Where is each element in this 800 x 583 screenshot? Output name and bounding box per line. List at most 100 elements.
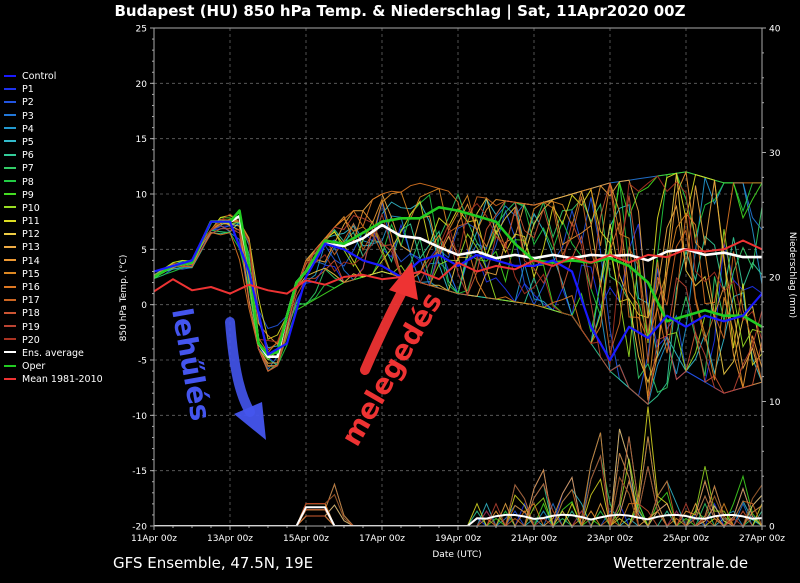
y2-axis-ticks: 0 10 20 30 40 (762, 25, 781, 533)
x-tick-label: 23Apr 00z (587, 534, 633, 544)
warming-arrow (360, 285, 408, 375)
legend-swatch (4, 74, 16, 77)
y-axis-label: 850 hPa Temp. (°C) (119, 255, 129, 342)
precip-line-p17 (154, 479, 762, 526)
y2-tick-label: 20 (769, 274, 781, 284)
cooling-arrow-head (234, 402, 266, 440)
legend-label: Control (22, 71, 57, 82)
member-line-p18 (154, 182, 762, 394)
y-tick-label: 0 (141, 301, 147, 311)
x-tick-label: 13Apr 00z (207, 534, 253, 544)
legend-swatch (4, 298, 16, 301)
y2-tick-label: 30 (769, 149, 781, 159)
y2-tick-label: 40 (769, 25, 781, 35)
legend-swatch (4, 285, 16, 288)
legend-swatch (4, 114, 16, 117)
legend-label: P5 (22, 136, 34, 148)
legend-swatch (4, 364, 16, 367)
y2-tick-label: 10 (769, 398, 781, 408)
y-axis-ticks: -20 -15 -10 -5 0 5 10 15 20 25 (132, 25, 154, 533)
legend-item: P20 (4, 334, 103, 347)
legend-label: P11 (22, 216, 40, 228)
legend-swatch (4, 193, 16, 196)
legend-swatch (4, 245, 16, 248)
legend-item: P2 (4, 96, 103, 109)
legend-swatch (4, 127, 16, 130)
legend-item: Control (4, 70, 103, 83)
legend-item: P10 (4, 202, 103, 215)
precip-line-p15 (154, 432, 762, 526)
chart-title: Budapest (HU) 850 hPa Temp. & Niederschl… (114, 2, 686, 20)
x-tick-label: 19Apr 00z (435, 534, 481, 544)
legend-item: P16 (4, 281, 103, 294)
member-line-p11 (154, 172, 762, 367)
x-tick-label: 11Apr 00z (131, 534, 177, 544)
precipitation-lines (154, 406, 762, 526)
legend-item: P13 (4, 241, 103, 254)
legend-item: P9 (4, 189, 103, 202)
x-tick-label: 15Apr 00z (283, 534, 329, 544)
legend-item: P19 (4, 321, 103, 334)
legend-item: P17 (4, 294, 103, 307)
legend-swatch (4, 259, 16, 262)
legend-item: P6 (4, 149, 103, 162)
legend-label: P6 (22, 150, 34, 162)
precip-line-p11 (154, 406, 762, 526)
x-tick-label: 25Apr 00z (663, 534, 709, 544)
precip-line-p9 (154, 474, 762, 526)
y-tick-label: -20 (132, 523, 147, 533)
precip-line-p13 (154, 476, 762, 526)
legend-label: Mean 1981-2010 (22, 374, 103, 386)
footer-site-name: Wetterzentrale.de (613, 554, 749, 572)
legend-item: P4 (4, 123, 103, 136)
legend-item: P1 (4, 83, 103, 96)
series-line-oper (154, 206, 762, 356)
legend-label: P7 (22, 163, 34, 175)
footer-model-info: GFS Ensemble, 47.5N, 19E (113, 554, 314, 572)
legend-label: P2 (22, 97, 34, 109)
y-tick-label: 5 (141, 246, 147, 256)
legend-label: P14 (22, 255, 40, 267)
cooling-annotation: lehűlés (165, 305, 217, 423)
legend-swatch (4, 206, 16, 209)
y-tick-label: 20 (136, 80, 148, 90)
y-tick-label: 10 (136, 191, 148, 201)
precip-line-ens-average (154, 506, 762, 526)
x-axis-ticks: 11Apr 00z 13Apr 00z 15Apr 00z 17Apr 00z 19Ap… (131, 526, 785, 544)
legend-swatch (4, 311, 16, 314)
legend-item: Mean 1981-2010 (4, 373, 103, 386)
legend-label: P12 (22, 229, 40, 241)
warming-arrow-head (389, 262, 418, 300)
legend-item: P15 (4, 268, 103, 281)
legend-item: P3 (4, 110, 103, 123)
y-tick-label: 15 (136, 135, 147, 145)
legend-item: P12 (4, 228, 103, 241)
y2-axis-label: Niederschlag (mm) (787, 232, 797, 318)
legend-item: P11 (4, 215, 103, 228)
legend-swatch (4, 272, 16, 275)
legend-label: P18 (22, 308, 40, 320)
y2-tick-label: 0 (769, 523, 775, 533)
series-line-control (154, 220, 762, 362)
y-tick-label: -15 (132, 467, 147, 477)
legend-swatch (4, 219, 16, 222)
legend-swatch (4, 338, 16, 341)
x-tick-label: 27Apr 00z (739, 534, 785, 544)
y-tick-label: -10 (132, 412, 147, 422)
y-tick-label: -5 (138, 357, 147, 367)
legend-label: P15 (22, 268, 40, 280)
legend-item: P5 (4, 136, 103, 149)
temperature-series (154, 206, 762, 362)
legend-swatch (4, 377, 16, 380)
legend-item: Oper (4, 360, 103, 373)
legend-item: P18 (4, 307, 103, 320)
cooling-arrow (225, 317, 255, 417)
legend-label: Ens. average (22, 347, 84, 359)
legend-label: P17 (22, 295, 40, 307)
legend-label: P19 (22, 321, 40, 333)
legend-label: P1 (22, 84, 34, 96)
y-tick-label: 25 (136, 25, 147, 35)
legend-swatch (4, 180, 16, 182)
legend-label: P16 (22, 282, 40, 293)
